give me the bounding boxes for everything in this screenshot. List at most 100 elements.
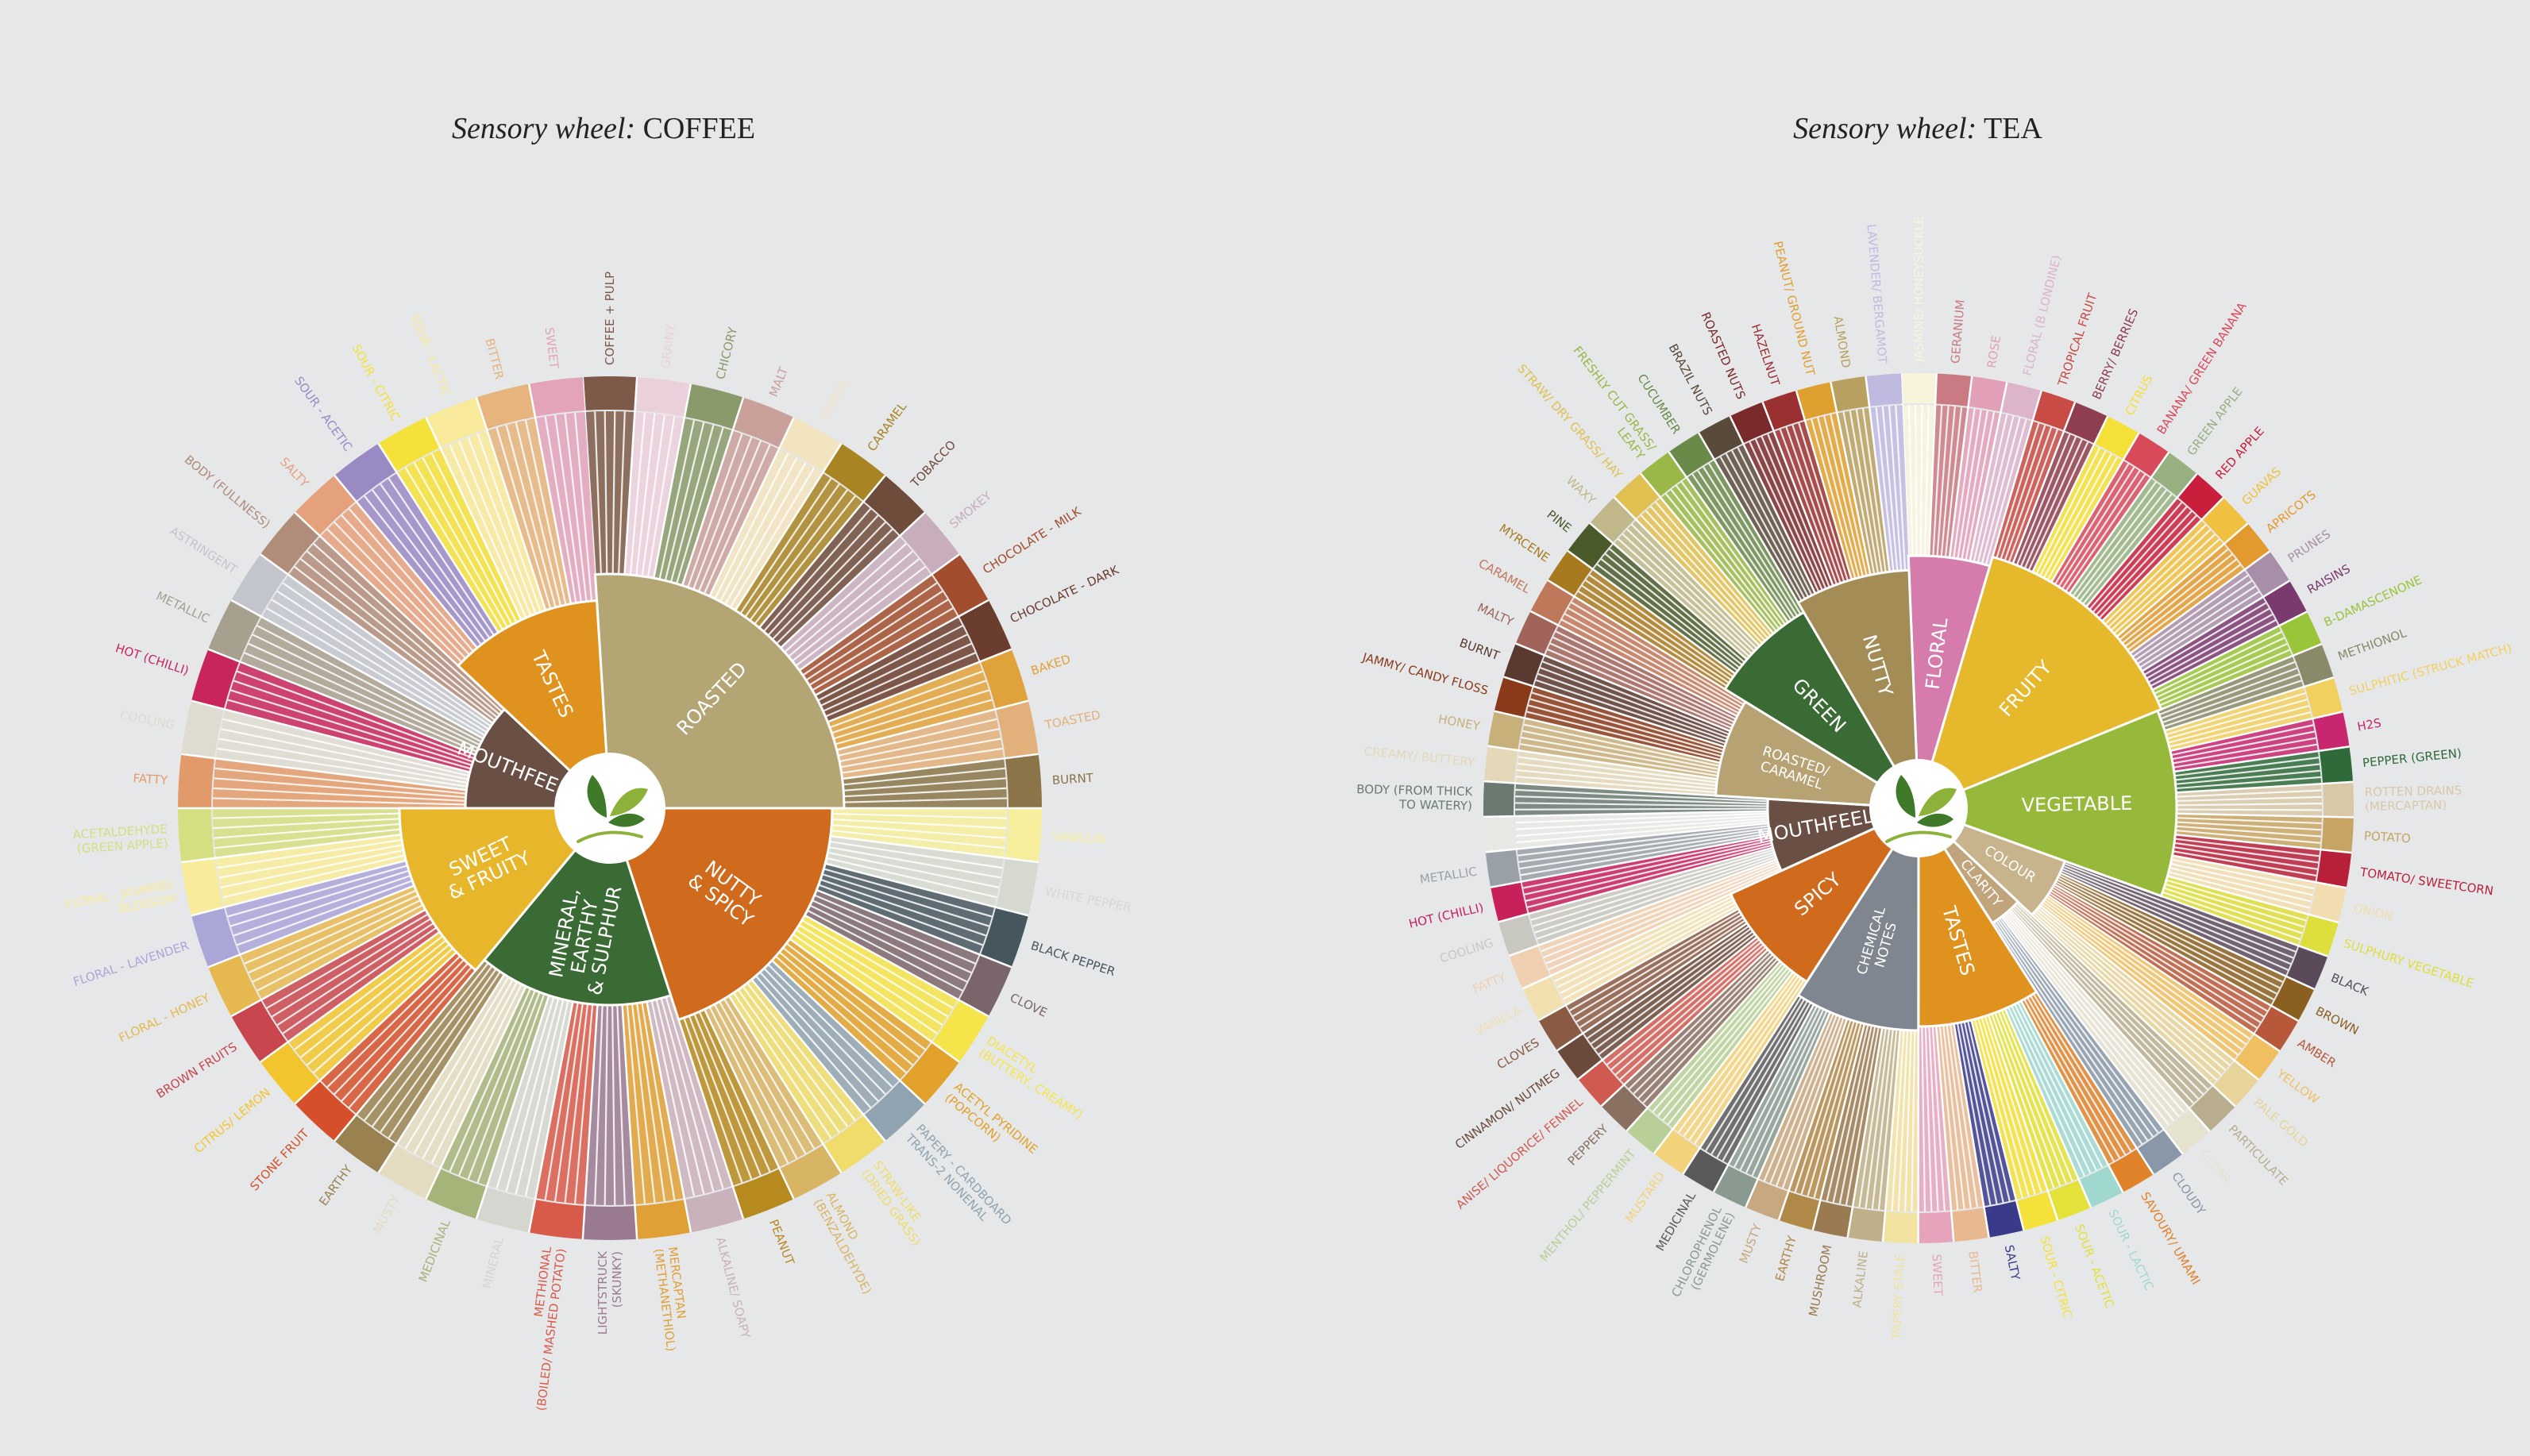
descriptor-label: BITTER [483, 337, 507, 381]
descriptor-label: CLOVES [1494, 1035, 1542, 1072]
descriptor-label: BERRY/ BERRIES [2089, 306, 2141, 402]
slice-divider [1498, 838, 1804, 923]
descriptor-label: CHOCOLATE - MILK [980, 503, 1084, 576]
descriptor-label: JASMINE/ HONEYSUCKLE [1911, 217, 1926, 363]
descriptor-band [1509, 946, 1550, 989]
descriptor-label: SOUR - CITRIC [349, 342, 403, 423]
ray-stripe [1514, 807, 1800, 811]
descriptor-ray [1521, 830, 1804, 914]
slice-divider [181, 753, 484, 794]
descriptor-band [1918, 1211, 1954, 1243]
tea-title-main: TEA [1984, 112, 2042, 145]
descriptor-band [1484, 745, 1518, 784]
ray-stripe [1515, 788, 1800, 804]
descriptor-label: CLEAR [2198, 1146, 2234, 1185]
ray-stripe [1537, 845, 1807, 940]
descriptor-label: CHICORY [713, 325, 740, 380]
descriptor-band [260, 512, 320, 574]
tea-descriptor-astringent: ASTRINGENT [1396, 810, 1800, 853]
ray-stripe [1515, 813, 1800, 830]
descriptor-band [1830, 376, 1870, 412]
descriptor-band [208, 954, 261, 1017]
descriptor-band [378, 1144, 441, 1200]
descriptor-label: MERCAPTAN(METHANETHIOL) [652, 1246, 693, 1352]
ray-stripe [1516, 817, 1800, 844]
ray-stripe [2021, 867, 2268, 1012]
leaf-icon [577, 775, 648, 843]
slice-divider [2022, 865, 2299, 1022]
ray-stripe [2019, 870, 2262, 1023]
ray-stripe [1994, 898, 2180, 1117]
descriptor-band [191, 907, 240, 968]
descriptor-band [1626, 1108, 1672, 1154]
descriptor-band [2293, 644, 2334, 687]
coffee-category-nutty-spicy: NUTTY& SPICY [625, 807, 834, 1022]
ray-stripe [294, 566, 510, 732]
descriptor-band [779, 1144, 842, 1200]
descriptor-band [231, 1000, 287, 1062]
coffee-category-tastes: TASTES [456, 599, 608, 773]
slice-divider [1483, 809, 1800, 819]
descriptor-band [334, 1115, 397, 1173]
ray-stripe [1532, 842, 1805, 927]
descriptor-band [980, 907, 1028, 968]
descriptor-band [1578, 1060, 1624, 1107]
descriptor-label: STONE FRUIT [247, 1126, 312, 1194]
descriptor-band [863, 1080, 925, 1142]
descriptor-label: BLACK [2329, 970, 2372, 999]
descriptor-band [1640, 452, 1687, 497]
tea-descriptor-body-from-thick-to-watery: BODY (FROM THICKTO WATERY) [1356, 781, 1800, 819]
descriptor-band [958, 954, 1012, 1017]
ray-stripe [1548, 854, 1810, 971]
ray-stripe [233, 680, 490, 768]
tea-descriptor-fatty: FATTY [1471, 848, 1811, 996]
descriptor-band [1968, 376, 2007, 412]
descriptor-label: CLOVE [1008, 990, 1050, 1019]
descriptor-label: ACETYL PYRIDINE(POPCORN) [943, 1079, 1041, 1167]
descriptor-band [1935, 373, 1973, 406]
descriptor-label: TROPICAL FRUIT [2054, 291, 2100, 388]
descriptor-label: ANISE/ LIQUORICE/ FENNEL [1453, 1094, 1586, 1211]
descriptor-band [334, 443, 397, 502]
descriptor-label: MUSHROOM [1806, 1243, 1834, 1317]
descriptor-label: BODY (FROM THICKTO WATERY) [1356, 782, 1474, 813]
descriptor-label: SALTY [277, 454, 312, 491]
descriptor-band [426, 1169, 487, 1219]
descriptor-label: FLORAL - JASMINE/BLOSSOM [64, 876, 178, 926]
descriptor-ray [241, 617, 499, 762]
descriptor-label: CITRUS [2122, 372, 2155, 418]
descriptor-band [2094, 416, 2139, 460]
slice-divider [1485, 819, 1800, 853]
descriptor-band [2321, 816, 2354, 853]
ray-stripe [222, 718, 487, 781]
ray-stripe [2008, 884, 2227, 1071]
descriptor-band [634, 377, 691, 417]
coffee-category-roasted: ROASTED [593, 572, 846, 810]
tea-wheel-title: Sensory wheel: TEA [1560, 111, 2275, 146]
descriptor-label: MYRCENE [1497, 521, 1552, 564]
ray-stripe [217, 747, 484, 791]
ray-stripe [1999, 894, 2195, 1104]
descriptor-label: JAMMY/ CANDY FLOSS [1360, 649, 1490, 698]
ray-stripe [1519, 825, 1801, 870]
descriptor-label: BITTER [1966, 1250, 1985, 1293]
descriptor-band [295, 475, 357, 536]
tea-descriptor-jasmine-honeysuckle: JASMINE/ HONEYSUCKLE [1899, 217, 1937, 690]
slice-divider [2016, 873, 2281, 1052]
descriptor-label: METALLIC [1419, 864, 1478, 886]
descriptor-band [1614, 473, 1660, 519]
descriptor-band [1498, 914, 1538, 956]
descriptor-label: MUSTARD [1622, 1169, 1668, 1225]
ray-stripe [1545, 853, 1809, 965]
descriptor-band [1491, 881, 1528, 923]
descriptor-label: MALTY [1475, 600, 1517, 630]
descriptor-band [181, 700, 224, 759]
slice-divider [191, 699, 488, 778]
descriptor-band [1745, 1180, 1789, 1220]
descriptor-label: SOUR - LACTIC [2106, 1207, 2157, 1292]
ray-stripe [1988, 903, 2159, 1134]
descriptor-band [2319, 746, 2353, 784]
descriptor-band [1812, 1200, 1853, 1238]
descriptor-label: ALKALINE/ SOAPY [714, 1235, 754, 1340]
ray-stripe [1516, 815, 1800, 837]
